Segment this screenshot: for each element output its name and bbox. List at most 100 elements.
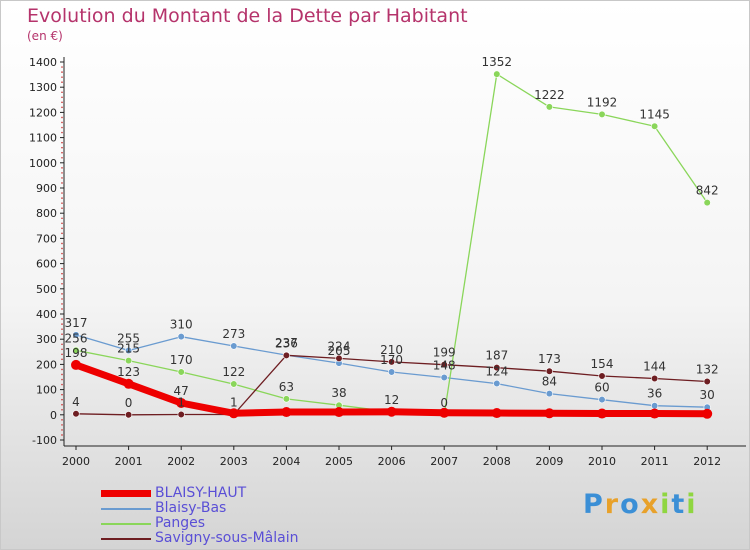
x-tick-label: 2011 [641,455,669,468]
x-tick-label: 2006 [378,455,406,468]
data-label: 122 [222,365,245,379]
y-minor-tick [61,277,63,280]
data-point [72,346,80,354]
y-minor-tick [61,101,63,104]
data-point [598,396,606,404]
y-minor-tick [61,207,63,209]
y-minor-tick [61,293,63,295]
data-label: 198 [65,346,88,360]
data-point [703,377,711,386]
y-minor-tick [61,267,63,270]
data-point [176,397,187,408]
y-minor-tick [61,247,63,250]
data-label: 310 [170,318,193,332]
data-point [440,373,448,382]
y-minor-tick [61,192,63,194]
data-point [72,410,80,418]
legend-swatch [101,490,151,497]
y-minor-tick [61,318,63,320]
data-point [439,407,450,418]
x-tick-label: 2003 [220,455,248,468]
y-minor-tick [61,348,63,351]
data-label: 0 [125,396,133,410]
y-minor-tick [61,227,63,230]
data-label: 12 [384,393,399,407]
legend-swatch [101,508,151,510]
y-minor-tick [61,408,63,411]
y-minor-tick [61,217,63,220]
y-minor-tick [61,222,63,225]
x-tick-label: 2008 [483,455,511,468]
chart-title: Evolution du Montant de la Dette par Hab… [27,5,468,27]
data-label: 36 [647,387,662,401]
data-point [491,408,502,419]
y-minor-tick [61,66,63,68]
logo-letter: x [640,489,661,520]
data-point [649,408,660,419]
y-minor-tick [61,197,63,199]
data-point [124,411,133,419]
data-label: 170 [170,353,193,367]
x-tick-label: 2000 [62,455,90,468]
data-point [124,357,133,365]
data-point [388,368,396,376]
logo-letter: o [620,489,641,520]
y-minor-tick [61,323,63,325]
logo-letter: i [686,489,698,520]
y-minor-tick [61,368,63,371]
y-minor-tick [61,419,63,421]
data-point [281,407,292,418]
y-minor-tick [61,434,63,436]
data-point [650,402,659,410]
x-tick-label: 2012 [693,455,721,468]
data-label: 273 [222,327,245,341]
x-tick-label: 2001 [115,455,143,468]
data-label: 205 [328,344,351,358]
data-label: 47 [174,384,189,398]
data-point [493,379,501,388]
data-label: 1352 [482,55,513,69]
y-tick-label: 900 [36,182,57,195]
data-label: 173 [538,352,561,366]
data-point [493,70,501,78]
y-tick-label: 400 [36,308,57,321]
data-point [597,408,607,419]
data-point [228,408,239,419]
logo-letter: r [604,489,621,520]
y-tick-label: 300 [36,333,57,346]
data-point [177,368,185,376]
y-minor-tick [61,282,63,285]
y-tick-label: -100 [32,434,57,447]
data-label: 60 [594,381,609,395]
data-label: 123 [117,365,140,379]
y-minor-tick [61,156,63,159]
y-tick-label: 0 [50,409,57,422]
y-minor-tick [61,182,63,184]
y-minor-tick [61,308,63,310]
y-minor-tick [61,242,63,245]
y-minor-tick [61,96,63,99]
y-tick-label: 200 [36,358,57,371]
y-tick-label: 1000 [29,157,57,170]
y-minor-tick [61,252,63,255]
data-point [177,410,185,419]
data-point [544,408,555,419]
data-point [545,390,554,398]
data-label: 1222 [534,88,565,102]
legend-label: BLAISY-HAUT [155,485,247,501]
data-label: 199 [433,346,456,360]
y-minor-tick [61,131,63,134]
data-point [334,407,344,418]
data-label: 317 [65,316,88,330]
y-minor-tick [61,141,63,144]
y-tick-label: 1200 [29,106,57,119]
y-minor-tick [61,71,63,73]
y-minor-tick [61,403,63,406]
data-point [124,346,133,355]
y-tick-label: 100 [36,384,57,397]
data-label: 1145 [639,107,670,121]
data-label: 144 [643,360,666,374]
y-tick-label: 600 [36,258,57,271]
logo-letter: i [660,489,672,520]
